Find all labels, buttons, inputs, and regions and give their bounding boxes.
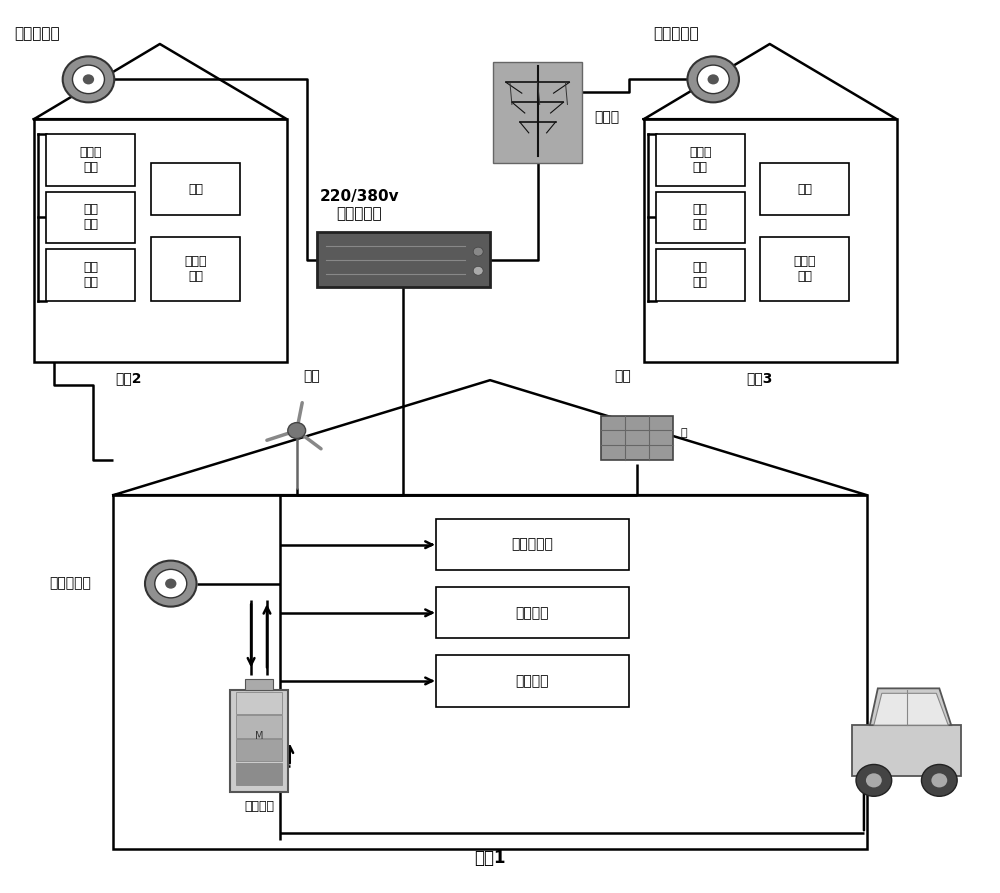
Bar: [151, 163, 240, 214]
Circle shape: [931, 773, 947, 788]
Text: 分布式
电源: 分布式 电源: [793, 255, 816, 283]
Text: 用户2: 用户2: [115, 371, 141, 385]
Bar: [656, 134, 745, 186]
Text: 储能设备: 储能设备: [244, 800, 274, 814]
Bar: [46, 249, 135, 301]
Circle shape: [473, 266, 483, 275]
Text: 能量控制器: 能量控制器: [14, 26, 60, 41]
Bar: [760, 237, 849, 301]
Circle shape: [63, 56, 114, 103]
Bar: [317, 232, 490, 288]
Bar: [245, 680, 273, 689]
Polygon shape: [874, 693, 948, 725]
Bar: [436, 588, 629, 638]
Bar: [236, 739, 282, 762]
Bar: [46, 134, 135, 186]
Circle shape: [866, 773, 882, 788]
Text: 可控
负载: 可控 负载: [83, 204, 98, 231]
Bar: [230, 689, 288, 791]
Text: 不可控
负载: 不可控 负载: [689, 146, 712, 174]
Text: 风机: 风机: [303, 370, 320, 384]
Text: 能量控制器: 能量控制器: [654, 26, 699, 41]
Text: 储能: 储能: [188, 182, 203, 196]
Bar: [34, 119, 287, 363]
Bar: [151, 237, 240, 301]
Circle shape: [165, 579, 176, 588]
Bar: [656, 249, 745, 301]
Text: 分布式
电源: 分布式 电源: [184, 255, 207, 283]
Circle shape: [288, 422, 306, 438]
Bar: [113, 495, 867, 849]
Text: 大电网: 大电网: [594, 111, 619, 124]
Text: 不可控
负载: 不可控 负载: [79, 146, 102, 174]
Text: 可控负载: 可控负载: [515, 605, 549, 620]
Circle shape: [697, 65, 729, 94]
Bar: [493, 62, 582, 163]
Bar: [656, 192, 745, 243]
Polygon shape: [870, 689, 951, 725]
Text: 用户1: 用户1: [474, 848, 506, 867]
Bar: [644, 119, 897, 363]
Bar: [436, 655, 629, 706]
Text: 能量控制器: 能量控制器: [49, 577, 91, 590]
Circle shape: [708, 74, 719, 85]
Text: 关键
负载: 关键 负载: [83, 261, 98, 288]
Text: 🌿: 🌿: [680, 429, 687, 438]
Circle shape: [687, 56, 739, 103]
Bar: [601, 415, 673, 460]
Text: M: M: [255, 730, 263, 740]
Text: 储能: 储能: [797, 182, 812, 196]
Circle shape: [921, 764, 957, 797]
Text: 关键负载: 关键负载: [515, 674, 549, 688]
Text: 光伏: 光伏: [615, 370, 631, 384]
Bar: [46, 192, 135, 243]
Text: 可控
负载: 可控 负载: [693, 204, 708, 231]
Circle shape: [856, 764, 892, 797]
Text: 关键
负载: 关键 负载: [693, 261, 708, 288]
Circle shape: [145, 561, 197, 606]
Bar: [852, 725, 961, 776]
Bar: [236, 691, 282, 714]
Text: 用户3: 用户3: [747, 371, 773, 385]
Bar: [236, 715, 282, 738]
Circle shape: [72, 65, 104, 94]
Text: 不可控负载: 不可控负载: [511, 538, 553, 552]
Bar: [436, 519, 629, 571]
Text: 电动
汽车: 电动 汽车: [923, 710, 940, 740]
Circle shape: [83, 74, 94, 85]
Bar: [236, 764, 282, 785]
Bar: [760, 163, 849, 214]
Circle shape: [155, 570, 187, 598]
Text: 220/380v
能源交换机: 220/380v 能源交换机: [319, 188, 399, 221]
Circle shape: [473, 247, 483, 256]
